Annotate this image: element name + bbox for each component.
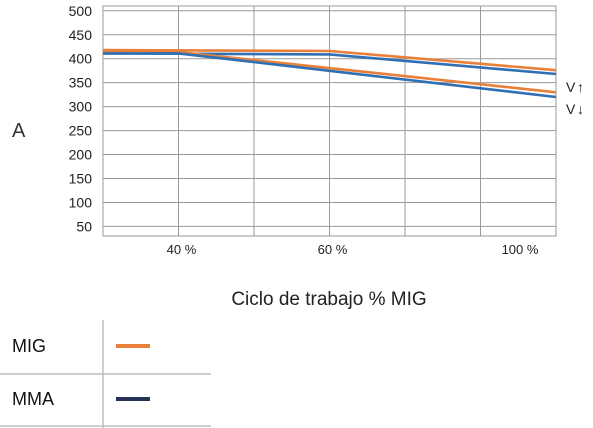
x-tick-label: 100 % (502, 242, 539, 257)
arrow-up-icon: ↑ (577, 79, 584, 95)
annotation-lower-text: V (566, 101, 576, 117)
y-tick-label: 450 (69, 27, 93, 43)
x-tick-label: 60 % (318, 242, 348, 257)
y-tick-label: 300 (69, 99, 93, 115)
series-line-mma-lower (103, 52, 557, 99)
legend-label-mma: MMA (12, 389, 54, 409)
plot-grid (102, 5, 557, 237)
y-tick-label: 250 (69, 123, 93, 139)
y-tick-label: 100 (69, 194, 93, 210)
annotation-upper: V ↑ (566, 79, 584, 95)
y-axis-label: A (12, 120, 26, 142)
x-tick-label: 40 % (167, 242, 197, 257)
legend-label-mig: MIG (12, 336, 46, 356)
y-tick-label: 350 (69, 75, 93, 91)
arrow-down-icon: ↓ (577, 101, 584, 117)
y-axis-ticks: 500 450 400 350 300 250 200 150 100 50 (69, 3, 93, 235)
x-axis-label: Ciclo de trabajo % MIG (231, 289, 426, 310)
y-tick-label: 150 (69, 171, 93, 187)
plot-series (102, 48, 557, 99)
series-line-mig-upper (102, 48, 557, 72)
annotation-upper-text: V (566, 79, 576, 95)
y-tick-label: 500 (69, 3, 93, 19)
y-tick-label: 400 (69, 51, 93, 67)
annotation-lower: V ↓ (566, 101, 584, 117)
x-axis-ticks: 40 % 60 % 100 % (167, 242, 539, 257)
y-tick-label: 50 (76, 218, 92, 234)
legend: MIG MMA (0, 320, 211, 428)
y-tick-label: 200 (69, 147, 93, 163)
series-line-mig-lower (103, 50, 557, 94)
